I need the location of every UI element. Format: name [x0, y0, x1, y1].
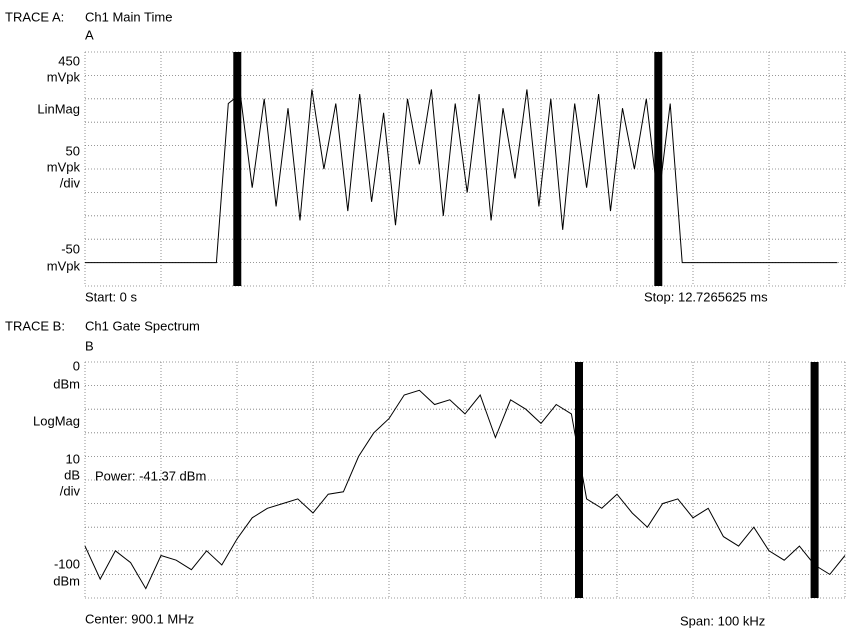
y-axis-label: mVpk: [47, 258, 81, 273]
stop-label: Stop: 12.7265625 ms: [644, 289, 768, 304]
y-axis-label: dB: [64, 467, 80, 482]
y-axis-label: 50: [66, 143, 80, 158]
y-axis-label: /div: [60, 483, 81, 498]
trace-label: TRACE A:: [5, 9, 64, 24]
y-axis-label: 450: [58, 53, 80, 68]
y-axis-label: mVpk: [47, 159, 81, 174]
start-label: Center: 900.1 MHz: [85, 611, 194, 626]
marker: [575, 362, 583, 598]
y-axis-label: LinMag: [37, 101, 80, 116]
power-annotation: Power: -41.37 dBm: [95, 468, 206, 483]
y-axis-label: dBm: [53, 573, 80, 588]
marker: [810, 362, 819, 598]
y-axis-label: dBm: [53, 376, 80, 391]
y-axis-label: /div: [60, 175, 81, 190]
trace-title: Ch1 Main Time: [85, 9, 172, 24]
trace: [85, 89, 838, 264]
marker: [654, 52, 663, 286]
y-axis-label: 10: [66, 451, 80, 466]
trace-letter: A: [85, 27, 94, 42]
y-axis-label: LogMag: [33, 413, 80, 428]
stop-label: Span: 100 kHz: [680, 613, 765, 628]
y-axis-label: mVpk: [47, 69, 81, 84]
trace: [84, 389, 846, 590]
trace-letter: B: [85, 338, 94, 353]
marker: [233, 52, 242, 286]
y-axis-label: -50: [61, 241, 80, 256]
y-axis-label: -100: [54, 556, 80, 571]
trace-label: TRACE B:: [5, 318, 65, 333]
y-axis-label: 0: [73, 358, 80, 373]
start-label: Start: 0 s: [85, 289, 138, 304]
trace-title: Ch1 Gate Spectrum: [85, 318, 200, 333]
